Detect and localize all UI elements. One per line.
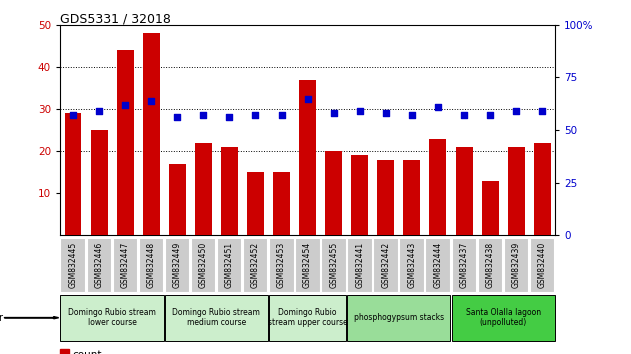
FancyBboxPatch shape [452,238,476,291]
Text: GSM832446: GSM832446 [95,241,103,288]
Bar [273,172,290,235]
Text: Santa Olalla lagoon
(unpolluted): Santa Olalla lagoon (unpolluted) [466,308,541,327]
FancyBboxPatch shape [217,238,242,291]
Bar [168,164,186,235]
Text: GSM832449: GSM832449 [173,241,182,288]
Point [251,113,261,118]
FancyBboxPatch shape [452,295,555,341]
Bar [481,181,498,235]
Point [146,98,156,103]
Point [459,113,469,118]
Point [537,108,547,114]
Text: GSM832455: GSM832455 [329,241,338,288]
Point [329,110,339,116]
Bar [143,33,160,235]
Bar [508,147,524,235]
Point [511,108,521,114]
Bar [430,138,447,235]
Text: GSM832452: GSM832452 [251,241,260,288]
FancyBboxPatch shape [347,238,372,291]
FancyBboxPatch shape [530,238,554,291]
Bar [377,160,394,235]
FancyBboxPatch shape [112,238,137,291]
FancyBboxPatch shape [425,238,450,291]
FancyBboxPatch shape [165,295,268,341]
Bar [351,155,369,235]
Bar [195,143,212,235]
Text: count: count [73,350,102,354]
Bar [247,172,264,235]
Point [485,113,495,118]
Point [302,96,312,101]
Point [225,115,235,120]
FancyBboxPatch shape [269,238,293,291]
Text: Domingo Rubio stream
medium course: Domingo Rubio stream medium course [172,308,261,327]
FancyBboxPatch shape [347,295,451,341]
FancyBboxPatch shape [139,238,163,291]
Text: Domingo Rubio stream
lower course: Domingo Rubio stream lower course [68,308,156,327]
Point [433,104,443,110]
Bar [221,147,238,235]
Text: GSM832444: GSM832444 [433,241,442,288]
Bar [456,147,473,235]
FancyBboxPatch shape [61,295,163,341]
Text: GSM832454: GSM832454 [303,241,312,288]
FancyBboxPatch shape [61,238,85,291]
Bar [117,50,134,235]
Text: Domingo Rubio
stream upper course: Domingo Rubio stream upper course [268,308,348,327]
Bar [64,113,81,235]
Bar [91,130,107,235]
Point [276,113,286,118]
Text: GSM832437: GSM832437 [459,241,469,288]
FancyBboxPatch shape [295,238,320,291]
Bar [325,151,342,235]
Point [407,113,417,118]
Text: GDS5331 / 32018: GDS5331 / 32018 [60,12,171,25]
Point [94,108,104,114]
Point [120,102,130,108]
Text: GSM832439: GSM832439 [512,241,521,288]
Bar [403,160,420,235]
Point [68,113,78,118]
Text: GSM832442: GSM832442 [381,241,391,288]
Text: GSM832448: GSM832448 [146,241,156,288]
Text: GSM832451: GSM832451 [225,241,234,288]
Text: GSM832450: GSM832450 [199,241,208,288]
Bar [534,143,551,235]
Bar [60,349,69,354]
Text: GSM832443: GSM832443 [408,241,416,288]
Point [198,113,208,118]
Text: GSM832445: GSM832445 [69,241,78,288]
FancyBboxPatch shape [243,238,268,291]
Text: GSM832441: GSM832441 [355,241,364,288]
Text: GSM832440: GSM832440 [538,241,546,288]
FancyBboxPatch shape [165,238,189,291]
Text: GSM832447: GSM832447 [121,241,129,288]
Text: other: other [0,313,3,323]
Bar [299,80,316,235]
FancyBboxPatch shape [504,238,528,291]
FancyBboxPatch shape [86,238,111,291]
FancyBboxPatch shape [321,238,346,291]
Point [172,115,182,120]
FancyBboxPatch shape [191,238,215,291]
Point [380,110,391,116]
FancyBboxPatch shape [399,238,424,291]
Text: phosphogypsum stacks: phosphogypsum stacks [354,313,444,322]
Text: GSM832438: GSM832438 [486,241,495,288]
FancyBboxPatch shape [478,238,502,291]
FancyBboxPatch shape [374,238,398,291]
Text: GSM832453: GSM832453 [277,241,286,288]
Point [355,108,365,114]
FancyBboxPatch shape [269,295,346,341]
